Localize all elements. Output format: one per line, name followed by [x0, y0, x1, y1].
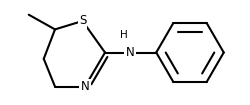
Text: S: S	[79, 14, 86, 28]
Text: N: N	[80, 80, 90, 93]
Text: H: H	[120, 30, 128, 40]
Text: N: N	[126, 46, 134, 59]
